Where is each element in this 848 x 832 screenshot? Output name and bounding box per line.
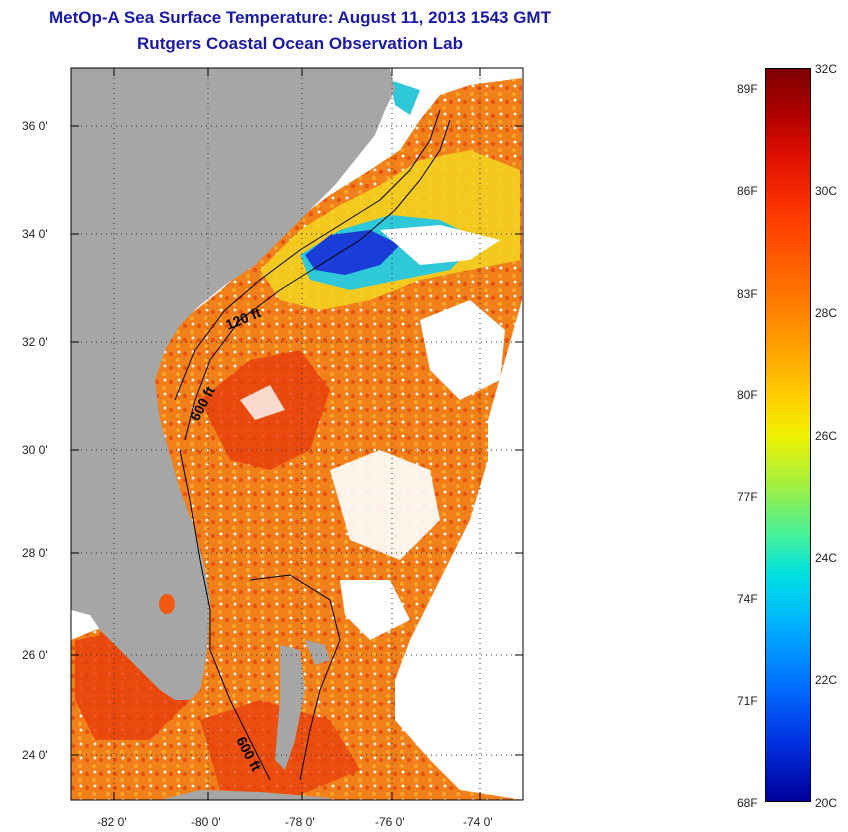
- land-cuba: [160, 790, 330, 800]
- lon-tick-label: -74 0': [463, 815, 493, 829]
- colorbar-c-label: 26C: [815, 429, 838, 443]
- lat-tick-label: 28 0': [22, 546, 48, 560]
- colorbar-c-label: 22C: [815, 673, 838, 687]
- lon-tick-label: -82 0': [97, 815, 127, 829]
- lat-tick-label: 36 0': [22, 119, 48, 133]
- lon-tick-label: -80 0': [191, 815, 221, 829]
- sst-cold-region: [390, 80, 420, 115]
- lat-tick-label: 24 0': [22, 748, 48, 762]
- colorbar-c-label: 24C: [815, 551, 838, 565]
- cloud-patch: [330, 450, 440, 560]
- land-bahamas: [275, 645, 305, 770]
- colorbar-f-label: 68F: [737, 796, 758, 810]
- graticule: [71, 68, 523, 800]
- colorbar-f-label: 74F: [737, 592, 758, 606]
- colorbar-f-label: 83F: [737, 287, 758, 301]
- colorbar-f-label: 71F: [737, 694, 758, 708]
- temperature-colorbar: [765, 68, 811, 802]
- land-mainland: [71, 68, 395, 700]
- lon-tick-label: -78 0': [285, 815, 315, 829]
- colorbar-f-label: 89F: [737, 82, 758, 96]
- cloud-patch: [380, 225, 500, 265]
- cloud-patch: [420, 300, 505, 400]
- colorbar-f-label: 86F: [737, 184, 758, 198]
- colorbar-c-label: 32C: [815, 62, 838, 76]
- colorbar-c-label: 30C: [815, 184, 838, 198]
- isobath-600ft: [184, 119, 451, 441]
- lake-okeechobee: [159, 594, 175, 614]
- map-frame: [70, 67, 524, 801]
- cloud-patch: [240, 385, 285, 420]
- colorbar-c-label: 28C: [815, 306, 838, 320]
- lat-tick-label: 30 0': [22, 443, 48, 457]
- cloud-patch: [340, 580, 410, 640]
- lat-tick-label: 32 0': [22, 335, 48, 349]
- sst-cold-region: [305, 230, 400, 275]
- land-bahamas: [305, 640, 330, 665]
- colorbar-c-label: 20C: [815, 796, 838, 810]
- lat-tick-label: 26 0': [22, 648, 48, 662]
- page-title: MetOp-A Sea Surface Temperature: August …: [49, 8, 551, 27]
- lon-tick-label: -76 0': [375, 815, 405, 829]
- isobath-600ft: [179, 449, 271, 781]
- colorbar-f-label: 80F: [737, 388, 758, 402]
- axis-ticks: [71, 68, 523, 800]
- isobath-bahamas: [249, 574, 341, 781]
- lat-tick-label: 34 0': [22, 227, 48, 241]
- colorbar-f-label: 77F: [737, 490, 758, 504]
- page-subtitle: Rutgers Coastal Ocean Observation Lab: [137, 34, 463, 53]
- isobath-120ft: [174, 109, 441, 401]
